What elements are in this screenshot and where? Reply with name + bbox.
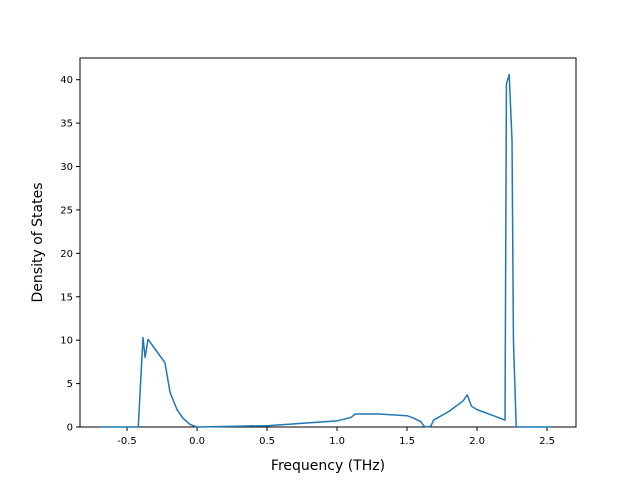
x-tick-label: 0.0 — [189, 436, 205, 447]
y-tick-label: 30 — [60, 162, 73, 173]
y-tick-label: 5 — [67, 379, 73, 390]
y-axis-label: Density of States — [30, 183, 46, 303]
line-series — [100, 73, 552, 428]
y-tick-label: 10 — [60, 336, 73, 347]
x-tick-label: 1.0 — [329, 436, 345, 447]
x-axis-label: Frequency (THz) — [271, 458, 385, 474]
y-tick-label: 0 — [67, 423, 73, 434]
y-tick-label: 20 — [60, 249, 73, 260]
plot-frame — [79, 57, 577, 428]
y-tick-label: 40 — [60, 75, 73, 86]
x-tick-label: -0.5 — [117, 436, 137, 447]
y-tick-label: 25 — [60, 205, 73, 216]
x-tick-label: 0.5 — [259, 436, 275, 447]
x-tick-label: 2.5 — [539, 436, 555, 447]
x-tick-label: 1.5 — [399, 436, 415, 447]
y-tick-label: 35 — [60, 119, 73, 130]
y-tick-label: 15 — [60, 292, 73, 303]
x-tick-label: 2.0 — [469, 436, 485, 447]
